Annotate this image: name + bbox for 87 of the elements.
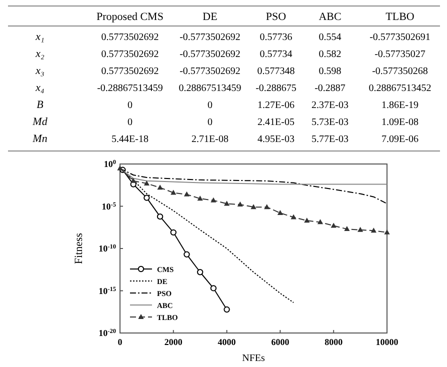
category-label: Proposed CMS — [96, 11, 164, 23]
x-tick-label: 0 — [118, 337, 123, 347]
text: -0.5773502692 — [180, 32, 240, 43]
x-tick-label: 6000 — [271, 337, 290, 347]
category-label: x₃ — [36, 65, 44, 77]
text: -0.5773502692 — [180, 49, 240, 60]
point — [184, 251, 190, 258]
text: 7.09E-06 — [382, 134, 418, 145]
category-label: x₂ — [36, 48, 44, 60]
point — [330, 222, 336, 228]
text: 2.41E-05 — [258, 117, 294, 128]
category-label: ABC — [318, 11, 342, 23]
x-axis-title: NFEs — [242, 353, 265, 364]
point — [304, 218, 310, 223]
category-label: B — [36, 99, 44, 111]
point — [144, 180, 150, 186]
y-tick-label: 10$^{-5}$ — [102, 200, 116, 212]
point — [224, 200, 230, 206]
text: 0 — [128, 100, 132, 111]
point — [370, 228, 376, 233]
point — [344, 226, 350, 232]
point — [210, 197, 216, 202]
text: -0.288675 — [256, 83, 296, 94]
point — [264, 204, 270, 210]
x-tick-label: 10000 — [376, 337, 399, 347]
point — [358, 226, 364, 232]
point — [170, 190, 176, 195]
category-label: PSO — [266, 11, 286, 23]
point — [156, 213, 164, 220]
text: 0.28867513459 — [178, 83, 242, 94]
text: 0.5773502692 — [101, 66, 159, 77]
text: 1.86E-19 — [382, 100, 418, 111]
text: 0.28867513452 — [368, 83, 432, 94]
text: 1.09E-08 — [382, 117, 418, 128]
text: 0 — [208, 100, 212, 111]
category-label: x₄ — [36, 82, 44, 94]
text: 1.27E-06 — [258, 100, 294, 111]
text: 0.582 — [318, 49, 342, 60]
x-tick-label: 8000 — [324, 337, 344, 347]
y-tick-label: 10$^{-20}$ — [98, 328, 116, 338]
text: 2.71E-08 — [192, 134, 228, 145]
text: -0.57735027 — [374, 49, 426, 60]
text: 0.5773502692 — [101, 49, 159, 60]
point — [144, 194, 150, 201]
y-tick-label: 10$^{-15}$ — [98, 285, 116, 296]
text: -0.5773502691 — [370, 32, 430, 43]
category-label: x₁ — [36, 31, 44, 43]
y-tick-label: 10$^{-10}$ — [98, 243, 116, 254]
point — [197, 196, 203, 201]
point — [317, 219, 324, 224]
text: 0.598 — [318, 66, 342, 77]
text: 0.57734 — [260, 49, 292, 60]
x-tick-label: 2000 — [164, 337, 183, 347]
text: 0.554 — [318, 32, 342, 43]
point — [130, 178, 136, 183]
x-tick-label: 4000 — [218, 337, 236, 347]
text: 4.95E-03 — [258, 134, 294, 145]
point — [224, 306, 230, 313]
point — [157, 184, 163, 190]
point — [237, 202, 243, 207]
text: 5.73E-03 — [312, 117, 348, 128]
text: 5.77E-03 — [312, 134, 348, 145]
text: 0.5773502692 — [101, 32, 159, 43]
point — [277, 210, 283, 215]
point — [117, 165, 123, 170]
y-axis-title: Fitness — [73, 232, 85, 264]
text: 0 — [128, 117, 132, 128]
category-label: TLBO — [386, 11, 414, 23]
text: 2.37E-03 — [312, 100, 348, 111]
text: -0.2887 — [314, 83, 346, 94]
category-label: Md — [32, 116, 48, 128]
point — [210, 285, 217, 292]
point — [197, 269, 204, 276]
text: 5.44E-18 — [112, 134, 148, 145]
point — [250, 204, 256, 210]
point — [170, 229, 176, 236]
point — [384, 229, 390, 234]
y-tick-label: 10$^{0}$ — [104, 158, 116, 169]
text: -0.5773502692 — [180, 66, 240, 77]
text: -0.577350268 — [372, 66, 428, 77]
text: -0.28867513459 — [97, 83, 163, 94]
text: 0.577348 — [257, 66, 295, 77]
category-label: DE — [202, 11, 218, 23]
point — [184, 191, 190, 196]
text: 0.57736 — [260, 32, 292, 43]
category-label: Mn — [32, 133, 48, 145]
text: 0 — [208, 117, 212, 128]
